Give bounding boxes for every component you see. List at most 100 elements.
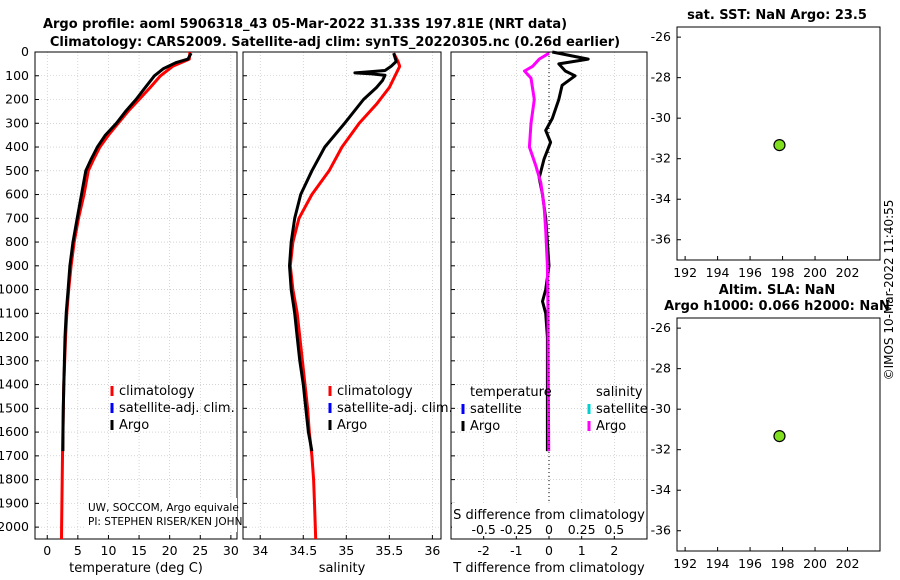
temperature-panel: 0 5 10 15 20 25 30 temperature (deg C) 0 100 200 30… [0,44,242,576]
y-tick-label: 1700 [0,448,29,463]
x-tick-label: 0 [545,543,553,558]
x-axis-label: T difference from climatology [452,561,645,576]
y-tick-label: 100 [5,68,29,83]
x-tick-label: 20 [162,543,178,558]
series-line-climatology [288,52,402,540]
series-line-s-difference--argo- [523,51,551,452]
s-tick-label: -0.5 [471,522,495,537]
legend-label: climatology [337,384,413,399]
y-tick-label: 900 [5,258,29,273]
map-title: sat. SST: NaN Argo: 23.5 [687,8,867,23]
title-line-1: Argo profile: aoml 5906318_43 05-Mar-202… [43,17,567,32]
y-tick-label: -30 [651,401,671,416]
plot-frame [242,51,442,540]
y-tick-label: 700 [5,210,29,225]
y-tick-label: 1600 [0,424,29,439]
y-tick-label: -30 [651,110,671,125]
sst-map-panel: -26 -28 -30 -32 -34 -36 192 194 196 198 200 202 sat.… [651,8,881,280]
x-tick-label: 36 [424,543,440,558]
y-tick-label: -34 [651,191,671,206]
argo-location-marker [773,430,786,443]
difference-panel: -2 -1 0 1 2 T difference from climatology S di… [450,50,648,576]
y-tick-label: -26 [651,320,671,335]
y-tick-label: 1400 [0,377,29,392]
note-line: PI: STEPHEN RISER/KEN JOHN [88,516,242,528]
s-tick-label: -0.25 [500,522,532,537]
x-tick-label: -2 [477,543,489,558]
plot-frame [34,51,238,540]
x-tick-label: 0 [43,543,51,558]
legend-label: satellite [470,402,522,417]
x-tick-label: 1 [578,543,586,558]
series-line-climatology [60,51,192,540]
x-tick-label: 25 [192,543,208,558]
x-tick-label: 34 [252,543,268,558]
s-tick-label: 0.5 [604,522,624,537]
x-tick-label: 196 [738,265,762,280]
x-tick-label: 30 [223,543,239,558]
y-tick-label: -32 [651,151,671,166]
y-tick-label: 1800 [0,472,29,487]
x-tick-label: 198 [771,556,795,571]
y-tick-label: -28 [651,70,671,85]
y-tick-label: -36 [651,232,671,247]
legend-header-temperature: temperature [470,385,552,400]
legend-label: Argo [337,418,367,433]
y-tick-label: 1900 [0,495,29,510]
y-tick-label: 400 [5,139,29,154]
y-tick-label: 1500 [0,400,29,415]
series-line-argo [288,52,398,452]
x-tick-label: 194 [706,556,730,571]
s-axis-label: S difference from climatology [453,508,645,523]
series-line-argo [61,52,193,452]
x-axis-label: salinity [319,561,366,576]
y-tick-label: 0 [21,44,29,59]
legend-header-salinity: salinity [596,385,643,400]
x-tick-label: 196 [738,556,762,571]
legend-label: Argo [470,419,500,434]
x-tick-label: 15 [131,543,147,558]
x-tick-label: 2 [610,543,618,558]
s-tick-label: 0.25 [568,522,596,537]
x-tick-label: 5 [74,543,82,558]
x-tick-label: 34.5 [289,543,317,558]
legend-label: Argo [119,418,149,433]
argo-location-marker [773,139,786,152]
x-tick-label: 35.5 [375,543,403,558]
x-tick-label: 200 [803,556,827,571]
x-axis-label: temperature (deg C) [69,561,203,576]
legend-label: climatology [119,384,195,399]
y-tick-label: 1100 [0,305,29,320]
y-tick-label: -32 [651,442,671,457]
legend-label: satellite [596,402,648,417]
note-background [86,498,237,532]
y-tick-label: 1200 [0,329,29,344]
y-tick-label: 1000 [0,282,29,297]
y-tick-label: 2000 [0,519,29,534]
legend-label: satellite-adj. clim. [337,401,453,416]
y-tick-label: 300 [5,115,29,130]
y-tick-label: -26 [651,29,671,44]
title-line-2: Climatology: CARS2009. Satellite-adj cli… [50,35,620,50]
y-tick-label: 600 [5,187,29,202]
x-tick-label: 35 [338,543,354,558]
timestamp: ©IMOS 10-Mar-2022 11:40:55 [882,200,896,381]
x-tick-label: 192 [673,556,697,571]
sla-map-panel: -26 -28 -30 -32 -34 -36 192 194 196 198 200 202 Alti… [651,283,890,571]
map-title: Altim. SLA: NaN [719,283,835,298]
x-tick-label: 198 [771,265,795,280]
x-tick-label: 202 [836,556,860,571]
legend-label: Argo [596,419,626,434]
x-tick-label: 200 [803,265,827,280]
x-tick-label: 202 [836,265,860,280]
y-tick-label: 500 [5,163,29,178]
x-tick-label: 10 [101,543,117,558]
y-tick-label: -36 [651,523,671,538]
x-tick-label: -1 [510,543,522,558]
y-tick-label: 1300 [0,353,29,368]
y-tick-label: 200 [5,92,29,107]
s-axis-background [452,503,646,536]
y-tick-label: -28 [651,361,671,376]
map-title: Argo h1000: 0.066 h2000: NaN [664,299,890,314]
